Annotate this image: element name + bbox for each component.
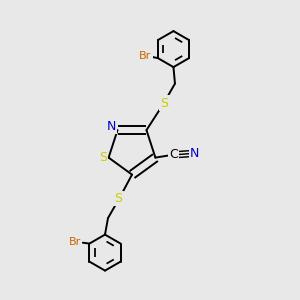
Text: N: N — [106, 120, 116, 133]
Text: Br: Br — [69, 237, 81, 247]
Text: N: N — [190, 147, 199, 160]
Text: S: S — [99, 151, 107, 164]
Text: Br: Br — [139, 51, 152, 61]
Text: C: C — [169, 148, 178, 161]
Text: S: S — [160, 97, 169, 110]
Text: S: S — [115, 192, 122, 205]
